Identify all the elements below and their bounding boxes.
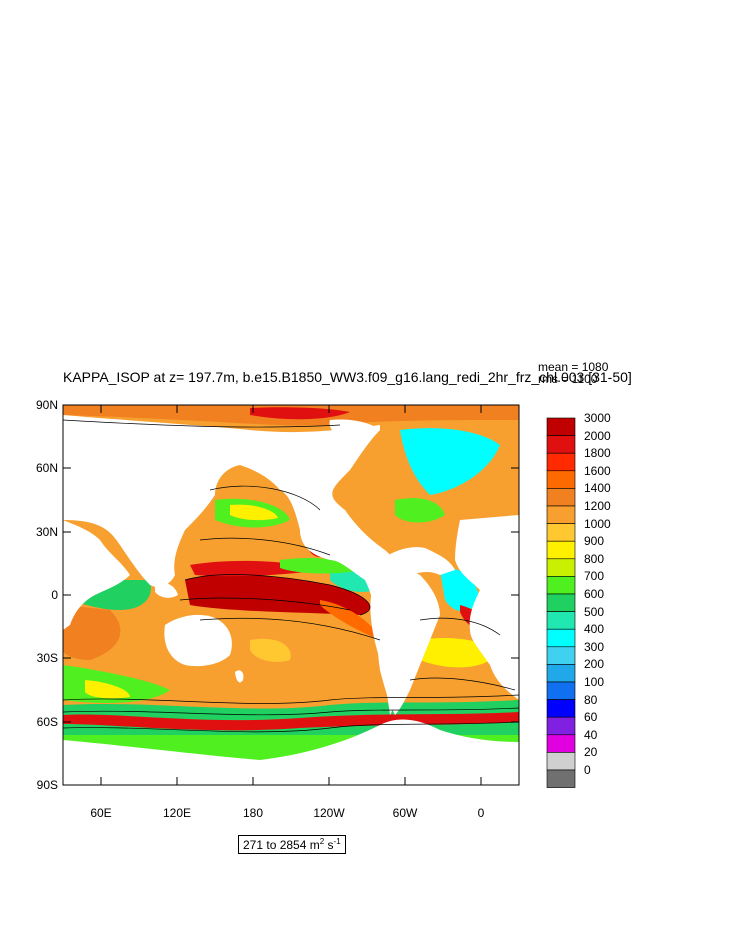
colorbar-label: 700 bbox=[584, 569, 605, 584]
colorbar-swatch bbox=[546, 470, 576, 489]
contour-lines bbox=[63, 419, 519, 733]
colorbar-label: 1400 bbox=[584, 481, 611, 496]
map-field bbox=[63, 405, 519, 785]
x-tick-label: 120E bbox=[162, 806, 192, 820]
colorbar-label: 900 bbox=[584, 534, 605, 549]
colorbar-swatch bbox=[546, 681, 576, 700]
north-atlantic-cyan bbox=[400, 428, 500, 495]
colorbar-swatch bbox=[546, 611, 576, 630]
colorbar-swatch bbox=[546, 558, 576, 577]
colorbar-label: 400 bbox=[584, 622, 605, 637]
acc-red-band bbox=[63, 712, 519, 731]
colorbar-label: 0 bbox=[584, 763, 591, 777]
y-tick-label: 90N bbox=[35, 398, 58, 412]
land-australia bbox=[164, 614, 232, 667]
y-tick-label: 60N bbox=[35, 461, 58, 475]
range-unit-mid: s bbox=[324, 838, 334, 852]
plot-title: KAPPA_ISOP at z= 197.7m, b.e15.B1850_WW3… bbox=[63, 369, 632, 385]
rms-stat: rms = 1100 bbox=[538, 372, 598, 386]
colorbar-swatch bbox=[546, 593, 576, 612]
land-eurasia-americas bbox=[63, 415, 440, 715]
colorbar-label: 1000 bbox=[584, 516, 611, 531]
y-tick-label: 30N bbox=[35, 525, 58, 539]
y-tick-label: 90S bbox=[36, 778, 58, 792]
land-north-america-south bbox=[380, 547, 455, 575]
colorbar-swatch bbox=[546, 540, 576, 560]
arctic-red bbox=[250, 407, 350, 420]
range-text: 271 to 2854 m bbox=[243, 838, 320, 852]
colorbar-swatch bbox=[546, 523, 576, 542]
land-indonesia bbox=[155, 583, 178, 598]
colorbar-swatch bbox=[546, 505, 576, 524]
colorbar bbox=[546, 417, 576, 788]
colorbar-swatch bbox=[546, 646, 576, 665]
south-pacific-orange bbox=[320, 600, 380, 640]
land-africa-east bbox=[63, 520, 130, 630]
colorbar-label: 300 bbox=[584, 639, 605, 654]
colorbar-swatch bbox=[546, 699, 576, 718]
colorbar-swatch bbox=[546, 488, 576, 507]
north-pacific-yellow bbox=[230, 504, 278, 521]
colorbar-label: 200 bbox=[584, 657, 605, 672]
land-south-america bbox=[370, 575, 435, 715]
range-unit-exp1: 2 bbox=[319, 837, 325, 846]
land-africa bbox=[455, 515, 519, 700]
land-new-zealand bbox=[235, 670, 244, 683]
x-tick-label: 180 bbox=[242, 806, 264, 820]
land-antarctica bbox=[63, 719, 519, 785]
y-tick-label: 0 bbox=[51, 588, 58, 602]
range-unit-exp2: -1 bbox=[333, 837, 341, 846]
colorbar-label: 40 bbox=[584, 727, 598, 742]
y-tick-label: 60S bbox=[36, 715, 58, 729]
mean-stat: mean = 1080 bbox=[538, 360, 609, 374]
colorbar-swatch bbox=[546, 734, 576, 753]
x-tick-label: 60E bbox=[90, 806, 112, 820]
colorbar-label: 2000 bbox=[584, 428, 611, 443]
x-tick-label: 0 bbox=[477, 806, 485, 820]
range-label-box: 271 to 2854 m2 s-1 bbox=[238, 835, 346, 854]
colorbar-label: 3000 bbox=[584, 411, 611, 425]
colorbar-swatch bbox=[546, 576, 576, 595]
axis-ticks bbox=[63, 404, 519, 786]
colorbar-label: 600 bbox=[584, 587, 605, 601]
colorbar-label: 800 bbox=[584, 551, 605, 566]
indian-ocean-orange bbox=[63, 605, 121, 660]
x-tick-label: 120W bbox=[313, 806, 345, 820]
colorbar-swatch bbox=[546, 664, 576, 683]
y-tick-label: 30S bbox=[36, 651, 58, 665]
south-pacific-yellow bbox=[250, 638, 291, 662]
south-indian-yellow bbox=[85, 680, 130, 699]
colorbar-swatch bbox=[546, 752, 576, 771]
x-tick-label: 60W bbox=[392, 806, 418, 820]
colorbar-label: 80 bbox=[584, 692, 598, 707]
colorbar-swatch bbox=[546, 769, 576, 788]
north-atlantic-green bbox=[395, 498, 445, 523]
colorbar-swatch bbox=[546, 452, 576, 472]
east-pacific-cyan bbox=[330, 568, 375, 592]
colorbar-label: 1600 bbox=[584, 463, 611, 478]
colorbar-label: 1200 bbox=[584, 499, 611, 513]
colorbar-label: 1800 bbox=[584, 446, 611, 461]
land-greenland bbox=[329, 419, 380, 440]
colorbar-swatch bbox=[546, 417, 576, 436]
colorbar-swatch bbox=[546, 628, 576, 648]
colorbar-label: 20 bbox=[584, 745, 598, 760]
colorbar-swatch bbox=[546, 716, 576, 736]
colorbar-swatch bbox=[546, 435, 576, 454]
colorbar-label: 60 bbox=[584, 710, 598, 725]
colorbar-label: 100 bbox=[584, 675, 605, 689]
colorbar-label: 500 bbox=[584, 604, 605, 619]
